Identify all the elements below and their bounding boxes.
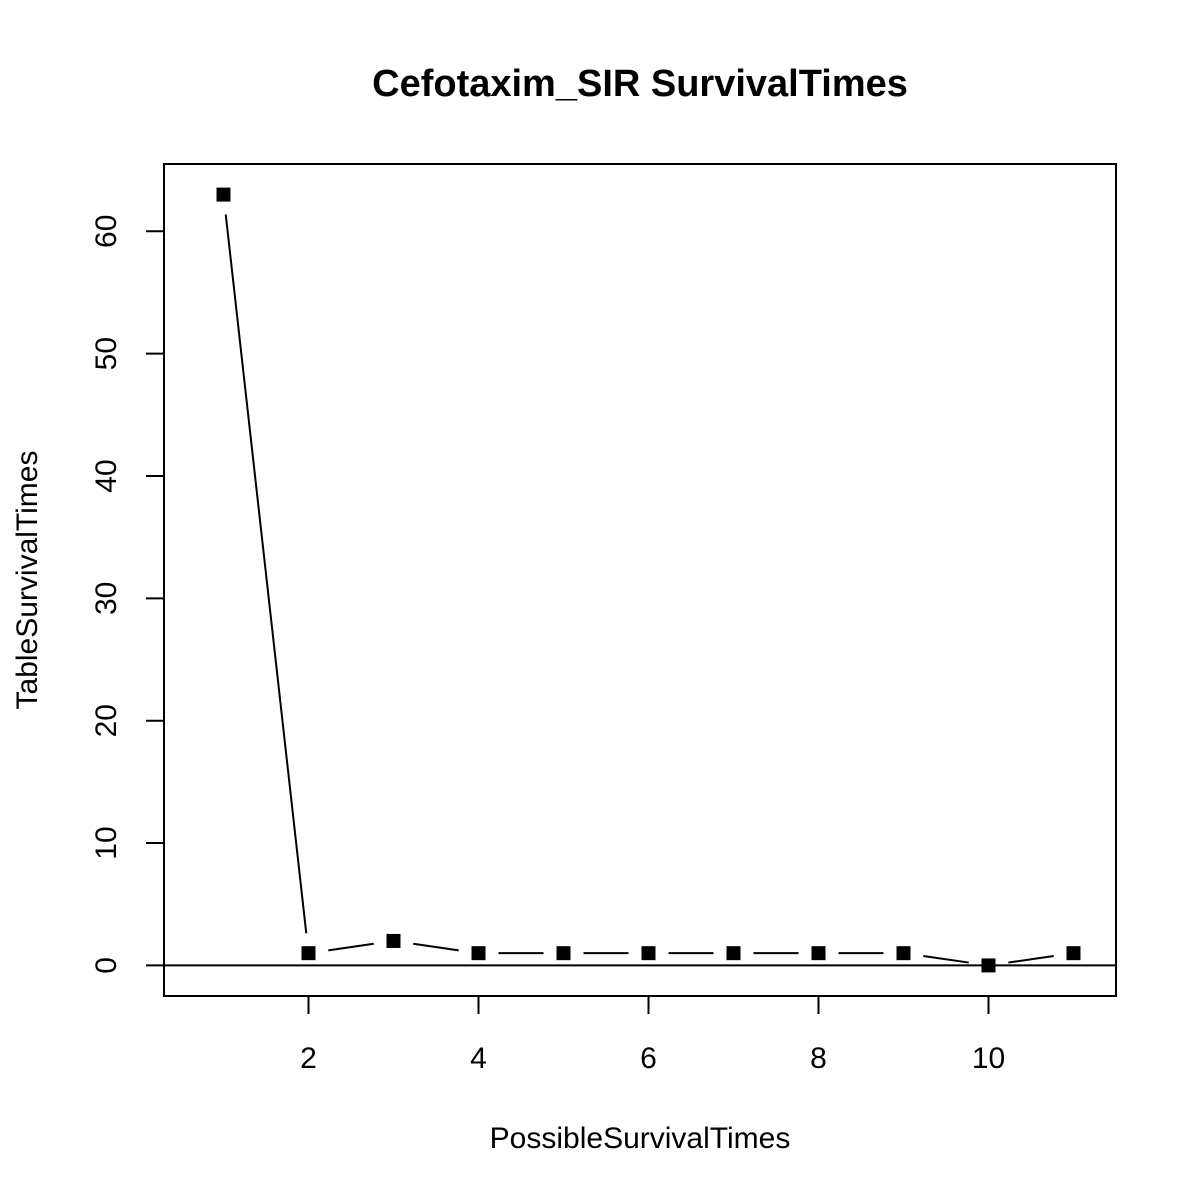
data-point-8 — [811, 946, 826, 961]
x-tick-label-6: 6 — [640, 1042, 657, 1075]
series-segment-9 — [923, 955, 969, 964]
y-tick-label-30: 30 — [90, 582, 123, 615]
x-tick-label-10: 10 — [972, 1042, 1005, 1075]
plot-frame — [163, 163, 1117, 997]
x-tick-label-2: 2 — [300, 1042, 317, 1075]
y-axis-label: TableSurvivalTimes — [11, 451, 44, 710]
y-tick-label-60: 60 — [90, 215, 123, 248]
chart-title: Cefotaxim_SIR SurvivalTimes — [372, 63, 908, 105]
data-point-3 — [386, 933, 401, 948]
data-point-10 — [981, 958, 996, 973]
data-point-4 — [471, 946, 486, 961]
data-point-5 — [556, 946, 571, 961]
series-segment-2 — [328, 942, 374, 952]
y-tick-label-50: 50 — [90, 337, 123, 370]
data-point-7 — [726, 946, 741, 961]
y-tick-label-10: 10 — [90, 826, 123, 859]
y-tick-label-20: 20 — [90, 704, 123, 737]
y-tick-label-40: 40 — [90, 459, 123, 492]
data-point-11 — [1066, 946, 1081, 961]
data-point-2 — [301, 946, 316, 961]
y-tick-label-0: 0 — [90, 957, 123, 974]
x-axis: 2 4 6 8 10 — [300, 996, 1005, 1075]
data-point-9 — [896, 946, 911, 961]
x-axis-label: PossibleSurvivalTimes — [490, 1122, 791, 1155]
series-segment-10 — [1008, 955, 1054, 964]
x-tick-label-8: 8 — [810, 1042, 827, 1075]
y-axis: 0 10 20 30 40 50 60 — [90, 215, 164, 974]
series-survival-counts — [216, 187, 1081, 973]
x-tick-label-4: 4 — [470, 1042, 487, 1075]
data-point-1 — [216, 187, 231, 202]
series-segment-1 — [224, 214, 308, 934]
data-point-6 — [641, 946, 656, 961]
series-segment-3 — [413, 942, 459, 952]
